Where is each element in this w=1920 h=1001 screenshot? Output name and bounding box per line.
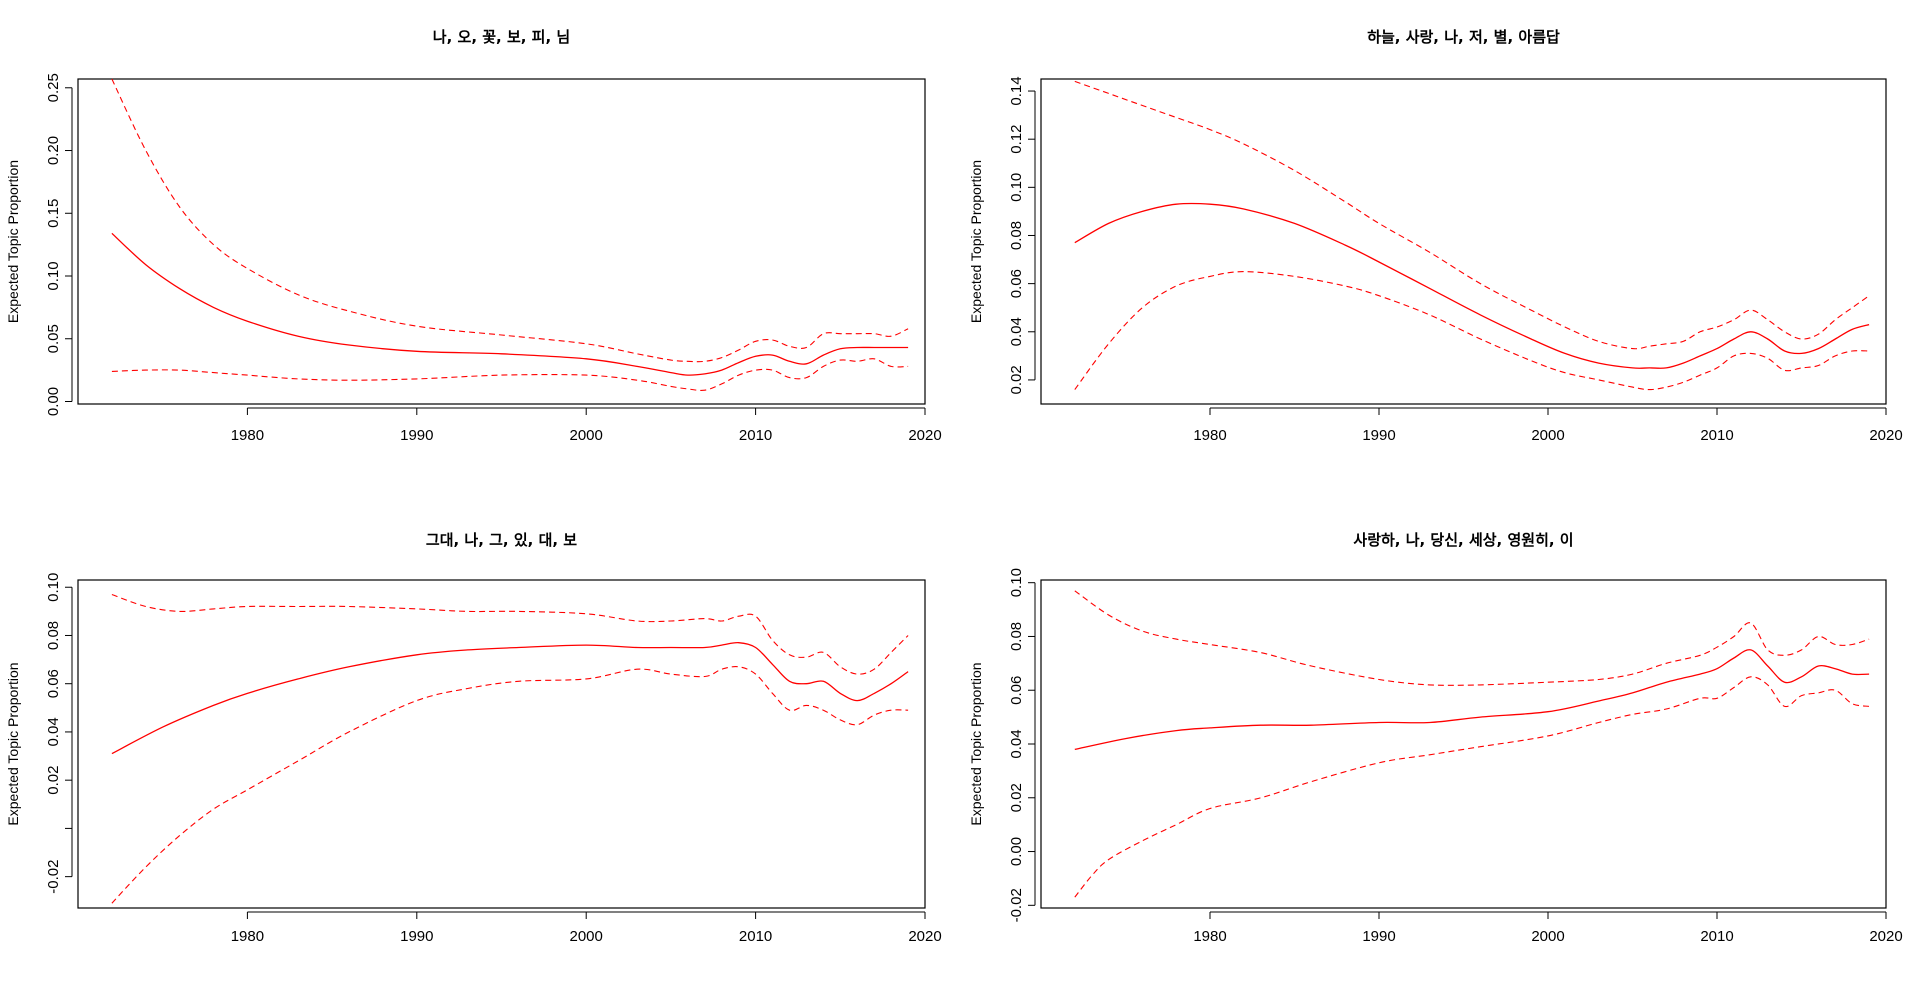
plot-frame (77, 78, 926, 405)
x-tick-label: 1990 (1362, 928, 1395, 945)
y-tick-label: -0.02 (1008, 888, 1025, 922)
x-tick-label: 1980 (231, 928, 264, 945)
upper-ci-line (111, 593, 909, 675)
x-tick-label: 2000 (570, 427, 603, 444)
x-tick-label: 1990 (400, 928, 433, 945)
x-tick-label: 2010 (739, 928, 772, 945)
x-tick-label: 2020 (1869, 928, 1902, 945)
y-tick-label: 0.04 (45, 717, 62, 746)
upper-ci-line (111, 78, 909, 363)
y-tick-label: 0.00 (1008, 837, 1025, 866)
x-tick-label: 1990 (400, 427, 433, 444)
chart-title: 사랑하, 나, 당신, 세상, 영원히, 이 (1353, 531, 1573, 549)
lower-ci-line (1074, 271, 1870, 391)
y-tick-label: 0.10 (1008, 173, 1025, 202)
y-tick-label: 0.02 (1008, 783, 1025, 812)
mean-line (111, 642, 909, 755)
plot-frame (1040, 579, 1887, 909)
y-axis-label: Expected Topic Proportion (5, 662, 21, 825)
chart-title: 그대, 나, 그, 있, 대, 보 (426, 531, 577, 549)
plot-frame (1040, 78, 1887, 405)
y-tick-label: 0.25 (45, 73, 62, 102)
y-axis-label: Expected Topic Proportion (5, 160, 21, 323)
mean-line (1074, 649, 1870, 751)
y-tick-label: 0.12 (1008, 125, 1025, 154)
chart-panel-3: 그대, 나, 그, 있, 대, 보 Expected Topic Proporti… (5, 531, 942, 945)
x-tick-label: 2020 (1869, 427, 1902, 444)
y-axis-label: Expected Topic Proportion (968, 160, 984, 323)
y-tick-label: 0.08 (45, 621, 62, 650)
y-tick-label: 0.02 (1008, 365, 1025, 394)
y-tick-label: 0.05 (45, 324, 62, 353)
y-tick-label: 0.00 (45, 387, 62, 416)
upper-ci-line (1074, 590, 1870, 686)
y-tick-label: 0.04 (1008, 729, 1025, 758)
plot-frame (77, 579, 926, 909)
x-tick-label: 1990 (1362, 427, 1395, 444)
chart-panel-4: 사랑하, 나, 당신, 세상, 영원히, 이 Expected Topic Pro… (968, 531, 1903, 945)
chart-panel-2: 하늘, 사랑, 나, 저, 별, 아름답 Expected Topic Propo… (968, 28, 1903, 444)
y-tick-label: 0.14 (1008, 76, 1025, 105)
x-tick-label: 2010 (1700, 427, 1733, 444)
y-tick-label: 0.10 (45, 261, 62, 290)
chart-title: 하늘, 사랑, 나, 저, 별, 아름답 (1367, 28, 1560, 46)
y-tick-label: 0.10 (45, 573, 62, 602)
lower-ci-line (1074, 676, 1870, 898)
y-tick-label: 0.08 (1008, 622, 1025, 651)
x-tick-label: 2020 (908, 427, 941, 444)
y-tick-label: 0.06 (45, 669, 62, 698)
y-tick-label: 0.06 (1008, 269, 1025, 298)
x-tick-label: 2000 (570, 928, 603, 945)
y-tick-label: -0.02 (45, 860, 62, 894)
upper-ci-line (1074, 80, 1870, 350)
y-tick-label: 0.02 (45, 766, 62, 795)
y-tick-label: 0.15 (45, 199, 62, 228)
mean-line (1074, 202, 1870, 369)
y-tick-label: 0.20 (45, 136, 62, 165)
x-tick-label: 2010 (1700, 928, 1733, 945)
y-tick-label: 0.08 (1008, 221, 1025, 250)
chart-title: 나, 오, 꽃, 보, 피, 님 (433, 28, 570, 46)
y-tick-label: 0.10 (1008, 568, 1025, 597)
x-tick-label: 1980 (231, 427, 264, 444)
x-tick-label: 2010 (739, 427, 772, 444)
y-tick-label: 0.04 (1008, 317, 1025, 346)
x-tick-label: 2000 (1531, 928, 1564, 945)
y-axis-label: Expected Topic Proportion (968, 662, 984, 825)
y-tick-label: 0.06 (1008, 676, 1025, 705)
x-tick-label: 2020 (908, 928, 941, 945)
mean-line (111, 232, 909, 376)
chart-panel-1: 나, 오, 꽃, 보, 피, 님 Expected Topic Proportio… (5, 28, 942, 444)
lower-ci-line (111, 666, 909, 904)
x-tick-label: 1980 (1193, 928, 1226, 945)
lower-ci-line (111, 358, 909, 391)
x-tick-label: 1980 (1193, 427, 1226, 444)
x-tick-label: 2000 (1531, 427, 1564, 444)
